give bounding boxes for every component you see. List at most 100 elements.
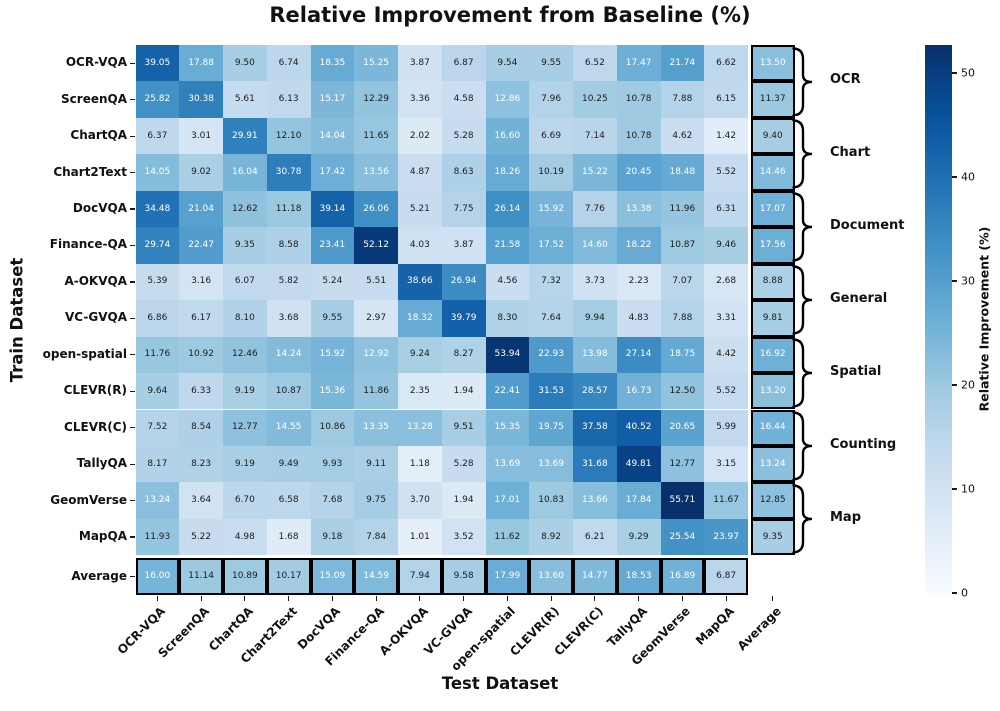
y-axis-tick [130,208,135,210]
heatmap-cell: 9.35 [751,518,795,556]
heatmap-cell: 9.75 [354,482,398,519]
heatmap-cell: 17.99 [485,558,530,596]
heatmap-cell: 5.22 [179,518,223,556]
heatmap-cell: 3.16 [179,263,223,301]
heatmap-cell: 15.22 [573,154,617,191]
heatmap-cell: 17.07 [751,190,795,228]
brace-icon [791,484,815,554]
heatmap-cell: 6.37 [135,117,180,155]
y-tick-label: ScreenQA [61,91,127,106]
heatmap-cell: 17.42 [310,154,355,191]
row-group-label: Counting [830,436,897,452]
x-axis-tick [156,596,158,601]
y-tick-label: MapQA [78,529,127,544]
heatmap-cell: 23.41 [310,227,355,264]
heatmap-cell: 6.15 [704,81,748,118]
colorbar-tick-label: 40 [961,170,975,184]
y-tick-label: CLEVR(R) [63,383,127,398]
row-group-label: Map [830,509,862,525]
y-axis-tick [130,463,135,465]
row-group-label: OCR [830,72,861,88]
brace-icon [791,46,815,117]
y-tick-label: Average [71,568,127,583]
heatmap-cell: 7.88 [660,81,705,118]
heatmap-cell: 14.24 [266,336,311,374]
heatmap-cell: 3.68 [266,300,311,337]
y-axis-tick [130,536,135,538]
heatmap-cell: 10.87 [660,227,705,264]
x-axis-tick [772,596,774,601]
heatmap-cell: 39.14 [310,190,355,228]
heatmap-cell: 17.56 [751,227,795,264]
y-tick-label: open-spatial [42,346,127,361]
row-group-label: Chart [830,145,871,161]
heatmap-cell: 15.92 [310,336,355,374]
chart-title: Relative Improvement from Baseline (%) [269,3,751,27]
heatmap-cell: 29.74 [135,227,180,264]
heatmap-cell: 3.36 [398,81,442,118]
row-group-label: Spatial [830,364,882,380]
heatmap-cell: 18.48 [660,154,705,191]
heatmap-cell: 1.18 [398,445,442,483]
heatmap-cell: 11.76 [135,336,180,374]
heatmap-cell: 49.81 [616,445,661,483]
colorbar-tick [952,592,957,594]
heatmap-cell: 9.18 [310,518,355,556]
y-axis-tick [130,317,135,319]
heatmap-cell: 10.87 [266,373,311,410]
heatmap-cell: 18.22 [616,227,661,264]
heatmap-cell: 9.50 [223,45,267,82]
heatmap-cell: 1.42 [704,117,748,155]
heatmap-cell: 13.20 [751,373,795,410]
heatmap-cell: 6.86 [135,300,180,337]
heatmap-cell: 6.87 [441,45,486,82]
heatmap-cell: 6.70 [223,482,267,519]
heatmap-cell: 4.62 [660,117,705,155]
heatmap-cell: 30.38 [179,81,223,118]
heatmap-cell: 7.14 [573,117,617,155]
y-tick-label: GeomVerse [50,492,127,507]
heatmap-cell: 12.77 [660,445,705,483]
heatmap-cell: 15.25 [354,45,398,82]
y-axis-tick [130,281,135,283]
heatmap-cell: 12.29 [354,81,398,118]
heatmap-cell: 16.89 [660,558,705,596]
heatmap-cell: 22.41 [485,373,530,410]
heatmap-cell: 7.07 [660,263,705,301]
heatmap-cell: 14.05 [135,154,180,191]
x-axis-tick [244,596,246,601]
heatmap-cell: 3.87 [441,227,486,264]
heatmap-cell: 55.71 [660,482,705,519]
heatmap-cell: 8.92 [529,518,573,556]
heatmap-cell: 20.45 [616,154,661,191]
y-tick-label: TallyQA [76,456,127,471]
heatmap-cell: 5.21 [398,190,442,228]
heatmap-cell: 9.81 [751,300,795,337]
heatmap-cell: 5.39 [135,263,180,301]
y-axis-tick [130,244,135,247]
y-axis-tick [130,500,135,502]
heatmap-cell: 15.17 [310,81,355,118]
heatmap-cell: 9.02 [179,154,223,191]
heatmap-cell: 21.58 [485,227,530,264]
heatmap-cell: 2.35 [398,373,442,410]
heatmap-cell: 1.94 [441,373,486,410]
heatmap-cell: 13.24 [135,482,180,519]
heatmap-cell: 17.52 [529,227,573,264]
heatmap-cell: 11.93 [135,518,180,556]
heatmap-cell: 2.97 [354,300,398,337]
heatmap-cell: 7.64 [529,300,573,337]
heatmap-cell: 16.92 [751,336,795,374]
heatmap-cell: 15.92 [529,190,573,228]
heatmap-cell: 17.47 [616,45,661,82]
heatmap-cell: 9.19 [223,445,267,483]
heatmap-cell: 29.91 [223,117,267,155]
brace-icon [791,192,815,262]
heatmap-cell: 1.68 [266,518,311,556]
heatmap-cell: 4.83 [616,300,661,337]
heatmap-cell: 9.40 [751,117,795,155]
heatmap-cell: 18.75 [660,336,705,374]
heatmap-cell: 8.88 [751,263,795,301]
heatmap-cell: 10.78 [616,81,661,118]
heatmap-cell: 8.10 [223,300,267,337]
